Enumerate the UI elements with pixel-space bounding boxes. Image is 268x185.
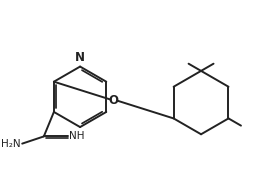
Text: H₂N: H₂N — [1, 139, 21, 149]
Text: O: O — [109, 94, 119, 107]
Text: NH: NH — [69, 131, 85, 141]
Text: N: N — [75, 51, 85, 64]
